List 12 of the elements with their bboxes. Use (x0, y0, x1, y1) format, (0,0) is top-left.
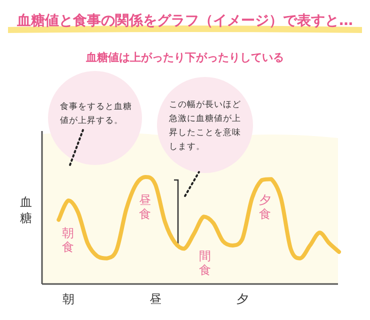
x-tick-label: 昼 (149, 292, 162, 306)
x-tick-label: 朝 (62, 292, 74, 306)
chart-subtitle: 血糖値は上がったり下がったりしている (85, 51, 284, 64)
text: この幅が長いほど急激に血糖値が上昇したことを意味します。 (169, 99, 241, 154)
annotation: 間食 (199, 249, 211, 277)
y-axis-title: 血糖 (20, 195, 32, 225)
annotation: 朝食 (62, 226, 74, 254)
annotation: 夕食 (259, 193, 271, 221)
chart-title: 血糖値と食事の関係をグラフ（イメージ）で表すと… (16, 12, 353, 29)
text: 食事をすると血糖値が上昇する。 (60, 101, 132, 128)
x-tick-label: 夕 (236, 292, 248, 306)
annotation: 昼食 (139, 193, 151, 221)
